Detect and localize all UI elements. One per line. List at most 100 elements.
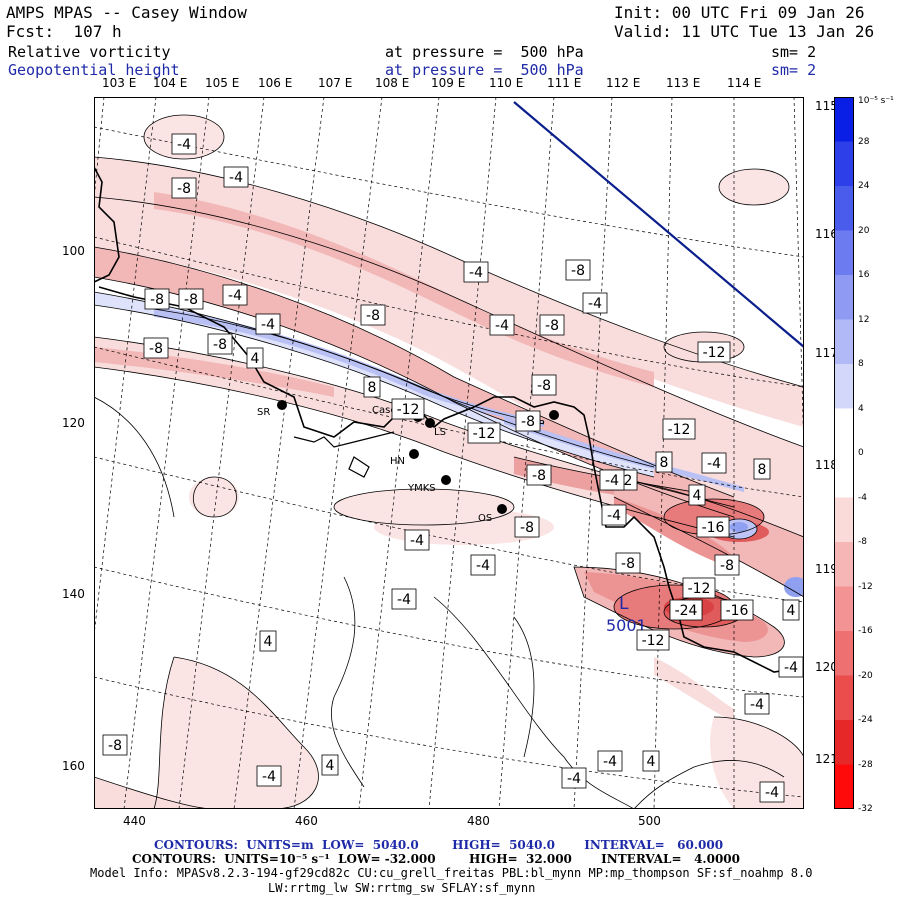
colorbar-bin <box>834 542 854 587</box>
contour-label-box <box>601 504 627 526</box>
y-tick-label: 160 <box>62 759 85 773</box>
colorbar-tick-label: -28 <box>858 759 873 770</box>
contour-label-box <box>259 630 277 652</box>
contour-label: 4 <box>693 488 702 504</box>
contour-label: -4 <box>261 317 275 333</box>
contour-label: -4 <box>750 697 764 713</box>
forecast-hour-label: Fcst: 107 h <box>6 22 122 41</box>
contour-label-box <box>171 133 197 155</box>
vorticity-map[interactable]: SR Casey LS HN YMKS OS LCP L 5001 -4-8-4… <box>94 97 804 809</box>
colorbar-tick-label: 16 <box>858 270 870 280</box>
contour-label: -12 <box>688 581 711 597</box>
contour-label-box <box>561 767 587 789</box>
contour-label: -8 <box>545 318 559 334</box>
contour-label-box <box>321 754 339 776</box>
colorbar-bin <box>834 631 854 676</box>
colorbar-tick-label: -4 <box>858 492 867 503</box>
contour-label: 4 <box>251 351 260 367</box>
model-info-physics: LW:rrtmg_lw SW:rrtmg_sw SFLAY:sf_mynn <box>268 881 536 895</box>
contour-label: -4 <box>262 769 276 785</box>
top-lon-label: 103 E <box>102 76 137 90</box>
colorbar-bin <box>834 141 854 187</box>
geopotential-contour <box>513 101 804 348</box>
contour-label-box <box>682 577 716 599</box>
contour-label-box <box>696 516 730 538</box>
station-dot-ls[interactable] <box>425 418 435 428</box>
contour-label: -12 <box>703 345 726 361</box>
field2-name: Geopotential height <box>8 61 180 79</box>
contour-label-box <box>565 259 591 281</box>
contour-label: -4 <box>397 592 411 608</box>
contour-label-box <box>615 552 641 574</box>
station-dot-sr[interactable] <box>277 400 287 410</box>
contour-label: -4 <box>410 533 424 549</box>
contour-label: -4 <box>228 288 242 304</box>
contour-label: -8 <box>720 558 734 574</box>
contour-label: 8 <box>368 380 377 396</box>
colorbar-bin <box>834 230 854 276</box>
contour-label-box <box>171 177 197 199</box>
colorbar-tick-label: 12 <box>858 314 870 325</box>
contour-label: -8 <box>621 556 635 572</box>
contour-label: -8 <box>520 520 534 536</box>
contour-label-box <box>102 734 128 756</box>
height-contour-info: CONTOURS: UNITS=m LOW= 5040.0 HIGH= 5040… <box>154 838 724 852</box>
contour-label-box <box>662 418 696 440</box>
contour-label-box <box>753 458 771 480</box>
contour-label: -4 <box>469 265 483 281</box>
colorbar-bin <box>834 675 854 721</box>
contour-label: -16 <box>702 520 725 536</box>
contour-label-box <box>207 333 233 355</box>
contour-label: 4 <box>787 603 796 619</box>
contour-label: -8 <box>149 341 163 357</box>
low-center-letter: L <box>619 594 629 614</box>
contour-label: -4 <box>588 296 602 312</box>
contour-label: -8 <box>150 292 164 308</box>
station-label: Casey <box>372 405 402 416</box>
colorbar-tick-label: -12 <box>858 581 873 592</box>
valid-time-label: Valid: 11 UTC Tue 13 Jan 26 <box>614 22 875 41</box>
colorbar-tick-label: 4 <box>858 403 864 414</box>
top-lon-label: 110 E <box>489 76 524 90</box>
colorbar-tick-label: -16 <box>858 626 873 636</box>
contour-label: 4 <box>647 754 656 770</box>
contour-label-box <box>223 166 249 188</box>
contour-label-box <box>669 599 703 621</box>
station-dot-hn[interactable] <box>409 449 419 459</box>
contour-label-box <box>144 288 170 310</box>
contour-label-box <box>470 554 496 576</box>
contour-label: -12 <box>473 426 496 442</box>
contour-label-box <box>701 452 727 474</box>
field1-level: at pressure = 500 hPa <box>385 43 584 61</box>
contour-label-box <box>599 469 625 491</box>
field1-smoothing: sm= 2 <box>771 43 817 61</box>
contour-label-box <box>744 693 770 715</box>
contour-label-box <box>636 629 670 651</box>
colorbar-tick-label: -24 <box>858 715 873 725</box>
contour-label-box <box>782 599 800 621</box>
top-lon-label: 107 E <box>318 76 353 90</box>
contour-label-box <box>526 464 552 486</box>
contour-label-box <box>391 588 417 610</box>
contour-label: -8 <box>177 181 191 197</box>
station-dot-os[interactable] <box>497 504 507 514</box>
init-time-label: Init: 00 UTC Fri 09 Jan 26 <box>614 3 865 22</box>
station-dot-ymks[interactable] <box>441 475 451 485</box>
colorbar-tick-label: -20 <box>858 670 873 681</box>
contour-labels: -4 -8 -4 -4 -8 -4 -8 -8 -4 -4 -8 -4 -8 -12 -8 -8 4 8 -8 -12… <box>102 133 804 803</box>
colorbar-tick-label: -32 <box>858 804 873 814</box>
contour-label: -4 <box>495 318 509 334</box>
top-lon-label: 106 E <box>258 76 293 90</box>
contour-label: 4 <box>264 634 273 650</box>
top-lon-label: 105 E <box>205 76 240 90</box>
contour-label: -8 <box>571 263 585 279</box>
colorbar-bin <box>834 186 854 231</box>
y-tick-label: 140 <box>62 587 85 601</box>
contour-label-box <box>489 314 515 336</box>
contour-label-box <box>655 451 673 473</box>
station-dot-lcp[interactable] <box>549 410 559 420</box>
colorbar-tick-label: 8 <box>858 359 864 369</box>
colorbar-bin <box>834 97 854 142</box>
field2-smoothing: sm= 2 <box>771 61 817 79</box>
contour-label-box <box>143 337 169 359</box>
